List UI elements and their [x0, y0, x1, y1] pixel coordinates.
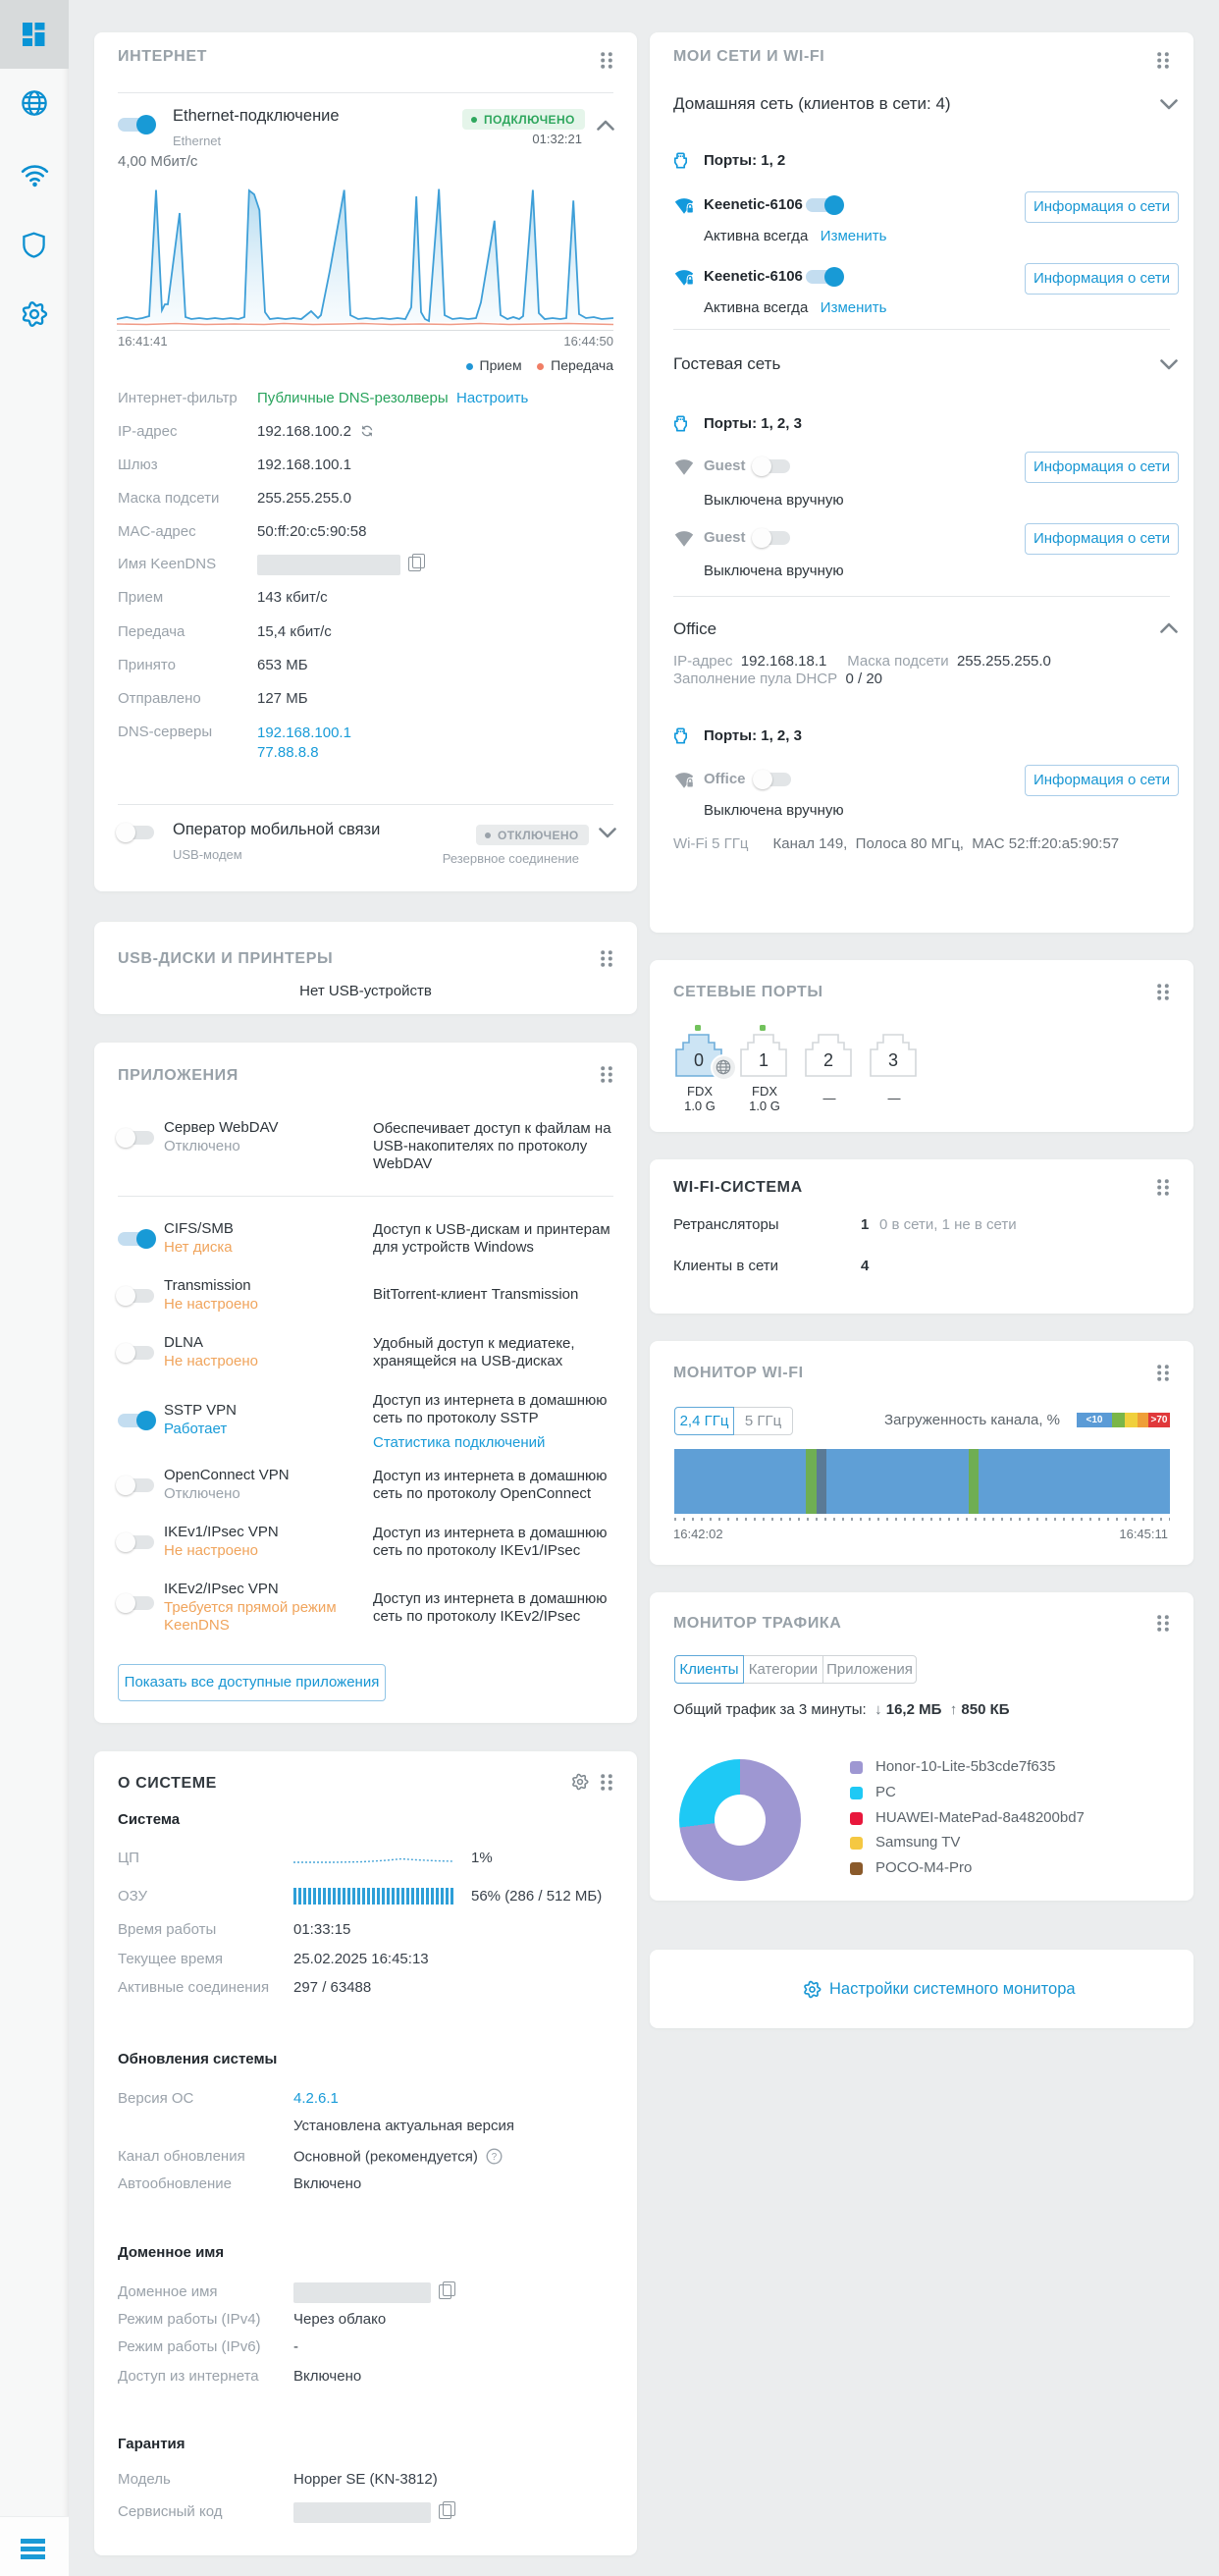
svg-text:0: 0 [694, 1050, 704, 1070]
svg-text:1: 1 [759, 1050, 768, 1070]
svg-text:?: ? [492, 2152, 498, 2163]
svg-text:2: 2 [823, 1050, 833, 1070]
svg-text:3: 3 [888, 1050, 898, 1070]
